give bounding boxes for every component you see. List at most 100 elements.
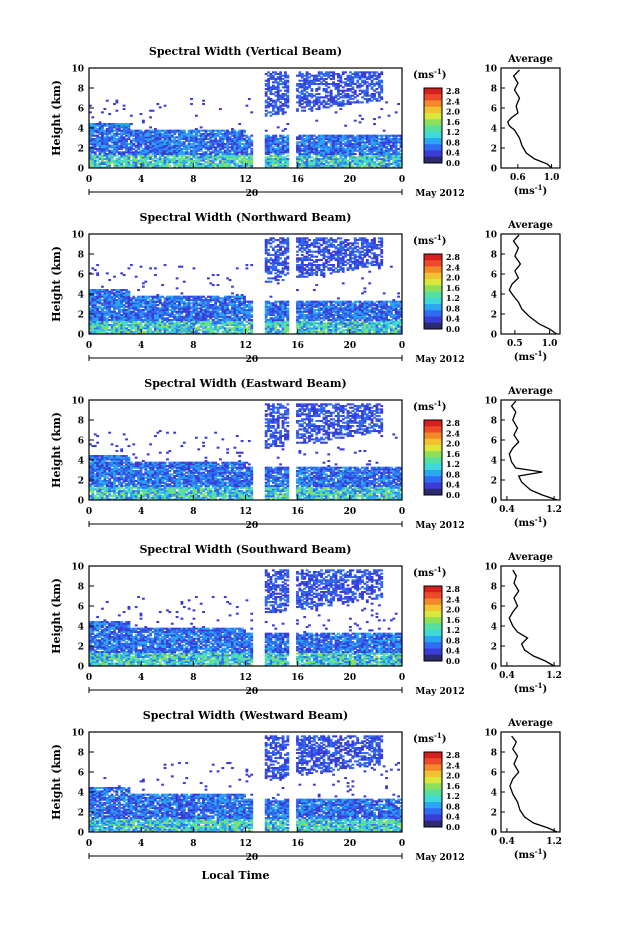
heatmap-cell	[310, 143, 314, 146]
heatmap-cell	[305, 144, 309, 147]
heatmap-cell	[98, 289, 102, 292]
heatmap-cell	[310, 163, 314, 166]
heatmap-cell	[151, 330, 155, 333]
heatmap-cell	[279, 262, 283, 265]
heatmap-cell	[154, 128, 157, 131]
heatmap-cell	[296, 84, 299, 87]
heatmap-cell	[113, 320, 116, 323]
heatmap-cell	[151, 139, 155, 142]
heatmap-cell	[300, 136, 304, 139]
heatmap-cell	[279, 300, 283, 303]
heatmap-cell	[209, 146, 213, 149]
heatmap-cell	[324, 94, 328, 97]
heatmap-cell	[127, 309, 131, 312]
heatmap-cell	[267, 265, 270, 268]
heatmap-cell	[264, 83, 268, 86]
heatmap-cell	[339, 108, 343, 111]
heatmap-cell	[399, 164, 403, 167]
heatmap-cell	[194, 133, 198, 136]
avg-y-tick-label: 6	[491, 105, 497, 115]
heatmap-cell	[194, 149, 198, 152]
heatmap-cell	[339, 144, 343, 147]
heatmap-cell	[308, 151, 311, 154]
heatmap-cell	[139, 265, 143, 268]
heatmap-cell	[358, 159, 362, 162]
heatmap-cell	[324, 138, 328, 141]
heatmap-cell	[146, 144, 150, 147]
heatmap-cell	[228, 327, 232, 330]
heatmap-cell	[113, 315, 116, 318]
heatmap-cell	[132, 159, 136, 162]
heatmap-cell	[315, 164, 319, 167]
heatmap-cell	[320, 148, 323, 151]
heatmap-cell	[113, 143, 116, 146]
heatmap-cell	[89, 272, 92, 275]
heatmap-cell	[286, 166, 290, 169]
heatmap-cell	[134, 134, 138, 137]
heatmap-cell	[387, 151, 391, 154]
heatmap-cell	[127, 297, 131, 300]
heatmap-cell	[339, 84, 343, 87]
heatmap-cell	[101, 131, 104, 134]
heatmap-cell	[300, 134, 304, 137]
heatmap-cell	[129, 153, 133, 156]
heatmap-cell	[284, 161, 287, 164]
heatmap-cell	[305, 71, 309, 74]
heatmap-cell	[127, 324, 131, 327]
heatmap-cell	[132, 297, 136, 300]
heatmap-cell	[305, 74, 309, 77]
heatmap-cell	[166, 312, 169, 315]
heatmap-cell	[267, 144, 270, 147]
heatmap-cell	[98, 163, 102, 166]
heatmap-cell	[377, 86, 381, 89]
heatmap-cell	[149, 302, 152, 305]
heatmap-cell	[336, 104, 340, 107]
heatmap-cell	[120, 146, 124, 149]
heatmap-cell	[163, 143, 167, 146]
heatmap-cell	[363, 144, 367, 147]
heatmap-cell	[175, 295, 179, 298]
heatmap-cell	[146, 302, 150, 305]
heatmap-cell	[329, 98, 333, 101]
heatmap-cell	[110, 153, 114, 156]
heatmap-cell	[380, 143, 384, 146]
heatmap-cell	[134, 161, 138, 164]
heatmap-cell	[312, 144, 316, 147]
heatmap-cell	[149, 164, 152, 167]
heatmap-cell	[373, 143, 376, 146]
heatmap-cell	[137, 136, 140, 139]
heatmap-cell	[134, 309, 138, 312]
heatmap-cell	[361, 149, 364, 152]
heatmap-cell	[269, 270, 273, 273]
heatmap-cell	[129, 114, 133, 117]
heatmap-cell	[219, 136, 222, 139]
heatmap-cell	[151, 325, 155, 328]
heatmap-cell	[151, 163, 155, 166]
heatmap-cell	[158, 322, 162, 325]
heatmap-cell	[247, 156, 251, 159]
heatmap-cell	[300, 149, 304, 152]
heatmap-cell	[202, 138, 205, 141]
heatmap-cell	[129, 310, 133, 313]
heatmap-cell	[363, 158, 367, 161]
heatmap-cell	[250, 314, 254, 317]
heatmap-cell	[284, 83, 287, 86]
heatmap-cell	[125, 133, 128, 136]
heatmap-cell	[202, 163, 205, 166]
heatmap-cell	[276, 161, 280, 164]
heatmap-cell	[221, 161, 225, 164]
heatmap-cell	[129, 159, 133, 162]
heatmap-cell	[125, 300, 128, 303]
heatmap-cell	[110, 304, 114, 307]
heatmap-cell	[163, 131, 167, 134]
heatmap-cell	[312, 83, 316, 86]
heatmap-cell	[387, 139, 391, 142]
heatmap-cell	[322, 88, 326, 91]
heatmap-cell	[219, 312, 222, 315]
heatmap-cell	[192, 134, 196, 137]
heatmap-cell	[101, 158, 104, 161]
heatmap-cell	[139, 143, 143, 146]
heatmap-cell	[387, 164, 391, 167]
heatmap-cell	[113, 146, 116, 149]
